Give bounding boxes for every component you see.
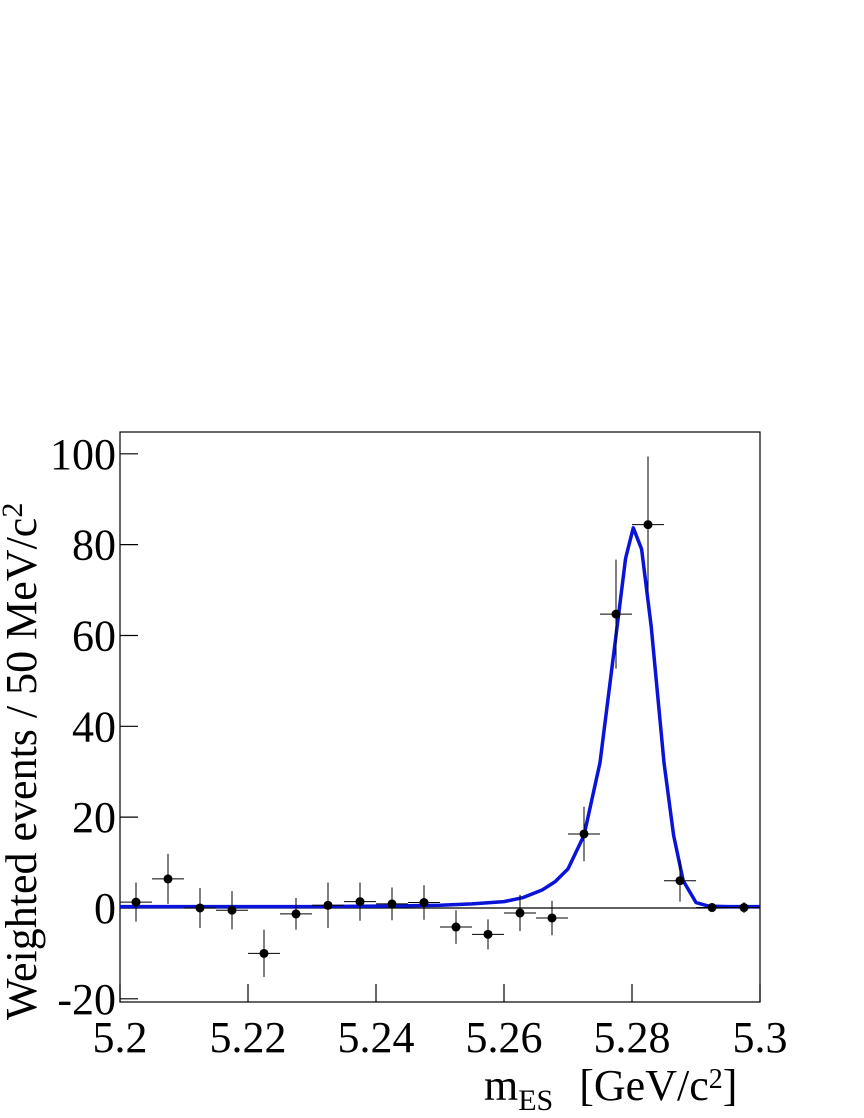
x-label-symbol: m	[484, 1061, 518, 1110]
x-axis-label: mES [GeV/c2]	[484, 1061, 737, 1117]
y-tick-label: 20	[72, 793, 116, 842]
data-point	[259, 948, 269, 958]
x-tick-label: 5.28	[594, 1013, 671, 1062]
data-point	[643, 520, 653, 530]
y-tick-label: 100	[50, 430, 116, 479]
data-point	[579, 829, 589, 839]
x-label-subscript: ES	[518, 1084, 553, 1117]
data-point	[611, 609, 621, 619]
data-point	[131, 897, 141, 907]
x-label-superscript: 2	[709, 1064, 723, 1095]
x-label-unit: [GeV/c	[579, 1061, 709, 1110]
x-tick-label: 5.3	[733, 1013, 788, 1062]
y-tick-label: 40	[72, 702, 116, 751]
data-point	[451, 922, 461, 932]
x-tick-label: 5.24	[338, 1013, 415, 1062]
data-point	[419, 898, 429, 908]
x-tick-label: 5.26	[466, 1013, 543, 1062]
y-tick-label: 80	[72, 521, 116, 570]
data-point	[291, 909, 301, 919]
y-label-superscript: 2	[0, 503, 29, 518]
y-label-text: Weighted events / 50 MeV/c	[0, 518, 46, 1020]
data-point	[515, 908, 525, 918]
data-point	[323, 900, 333, 910]
data-point	[387, 899, 397, 909]
data-point	[547, 913, 557, 923]
data-point	[227, 905, 237, 915]
data-point	[707, 903, 717, 913]
data-point	[675, 876, 685, 886]
y-tick-label: -20	[57, 975, 116, 1024]
data-point	[163, 874, 173, 884]
x-tick-label: 5.2	[93, 1013, 148, 1062]
frame	[119, 431, 761, 1003]
data-point	[483, 929, 493, 939]
data-point	[739, 903, 749, 913]
fit-curve	[120, 526, 760, 909]
y-axis-label: Weighted events / 50 MeV/c2	[0, 503, 46, 1020]
data-point	[195, 903, 205, 913]
data-point	[355, 897, 365, 907]
y-tick-label: 0	[94, 884, 116, 933]
x-tick-label: 5.22	[210, 1013, 287, 1062]
x-label-close: ]	[723, 1061, 738, 1110]
y-tick-label: 60	[72, 611, 116, 660]
